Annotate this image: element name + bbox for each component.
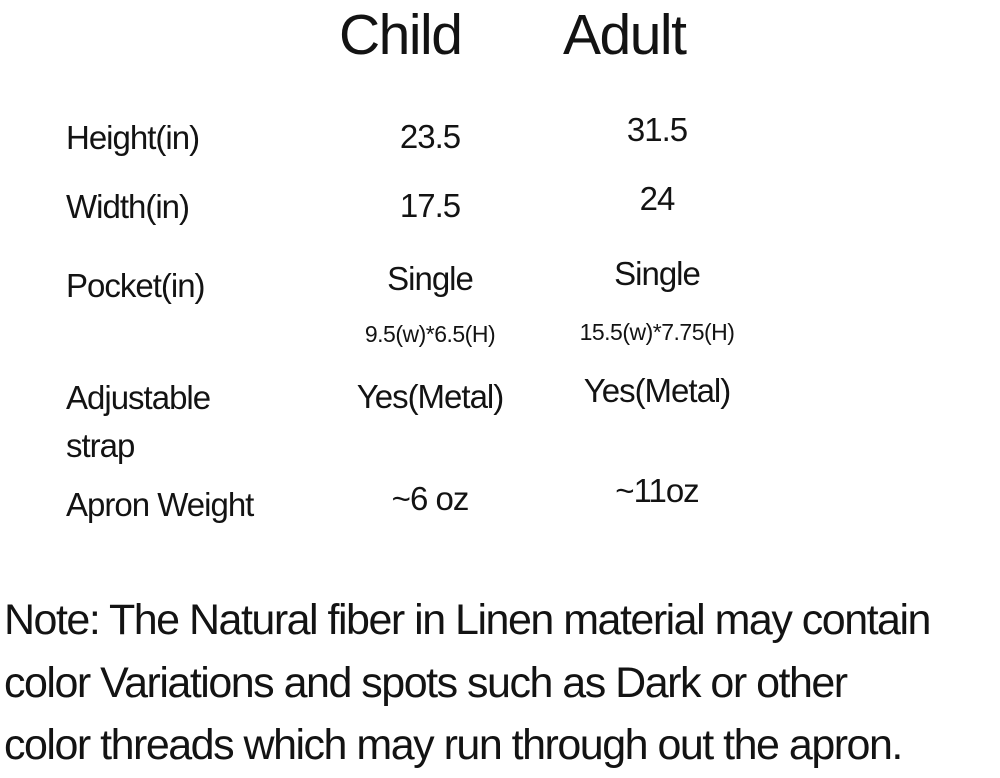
pocket-child-dimensions: 9.5(w)*6.5(H) bbox=[364, 321, 496, 347]
row-label-apron-weight: Apron Weight bbox=[66, 486, 254, 523]
height-child-value: 23.5 bbox=[399, 118, 461, 155]
strap-child-value: Yes(Metal) bbox=[356, 378, 505, 415]
row-label-width: Width(in) bbox=[66, 188, 190, 225]
column-header-adult: Adult bbox=[563, 3, 687, 67]
weight-child-value: ~6 oz bbox=[391, 480, 470, 517]
pocket-child-value: Single bbox=[387, 260, 474, 297]
note-line-1: Note: The Natural fiber in Linen materia… bbox=[4, 596, 931, 644]
height-adult-value: 31.5 bbox=[626, 111, 688, 148]
note-line-2: color Variations and spots such as Dark … bbox=[4, 659, 848, 707]
pocket-adult-dimensions: 15.5(w)*7.75(H) bbox=[579, 319, 735, 345]
row-label-pocket: Pocket(in) bbox=[66, 267, 206, 304]
row-label-adjustable-strap: Adjustable strap bbox=[66, 379, 211, 464]
width-child-value: 17.5 bbox=[399, 187, 461, 224]
weight-adult-value: ~11oz bbox=[615, 472, 699, 509]
column-header-child: Child bbox=[339, 3, 463, 67]
width-adult-value: 24 bbox=[639, 180, 676, 217]
row-label-height: Height(in) bbox=[66, 119, 200, 156]
pocket-adult-value: Single bbox=[614, 255, 701, 292]
note-line-3: color threads which may run through out … bbox=[4, 721, 903, 769]
strap-adult-value: Yes(Metal) bbox=[583, 372, 732, 409]
